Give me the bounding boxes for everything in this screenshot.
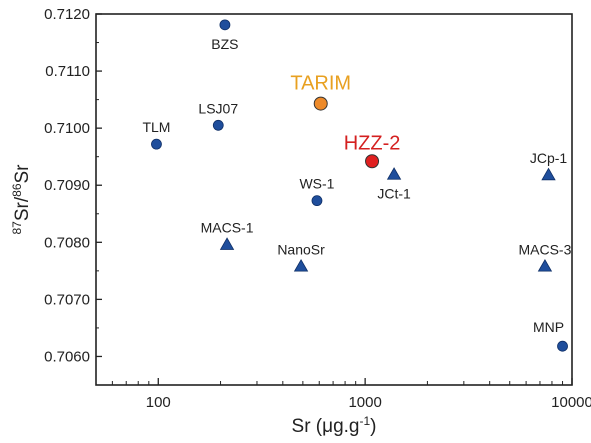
point-label: LSJ07 xyxy=(198,100,238,116)
point-jcp-1: JCp-1 xyxy=(530,150,568,181)
triangle-marker xyxy=(219,237,235,250)
circle-marker xyxy=(557,340,568,352)
x-axis-label: Sr (μg.g-1) xyxy=(292,414,377,437)
plot-area-frame xyxy=(95,13,573,386)
x-tick-label: 100 xyxy=(146,394,171,411)
y-tick-label: 0.7060 xyxy=(44,348,90,365)
point-mnp: MNP xyxy=(533,319,568,352)
y-tick-label: 0.7080 xyxy=(44,234,90,251)
point-bzs: BZS xyxy=(211,19,239,52)
y-tick-label: 0.7100 xyxy=(44,120,90,137)
x-axis-ticks: 100 1000 10000 xyxy=(111,378,591,411)
circle-marker xyxy=(311,195,323,207)
point-label: JCt-1 xyxy=(377,185,411,201)
data-points: BZS LSJ07 TLM WS-1 MNP TARIM HZZ-2 JCt-1 JCp-1 MA… xyxy=(142,19,572,352)
circle-marker-large xyxy=(365,154,380,169)
point-hzz-2: HZZ-2 xyxy=(344,132,401,169)
point-label: MNP xyxy=(533,319,564,335)
point-label: WS-1 xyxy=(299,176,334,192)
point-jct-1: JCt-1 xyxy=(377,167,411,201)
point-label: TARIM xyxy=(290,73,351,95)
x-tick-label: 10000 xyxy=(551,394,591,411)
point-label: TLM xyxy=(142,119,170,135)
y-tick-label: 0.7120 xyxy=(44,6,90,23)
triangle-marker xyxy=(293,258,309,272)
point-label: NanoSr xyxy=(277,241,325,257)
point-lsj07: LSJ07 xyxy=(198,100,238,131)
y-axis-label: 87Sr/86Sr xyxy=(10,164,33,235)
point-label: MACS-1 xyxy=(201,220,254,236)
y-tick-label: 0.7110 xyxy=(45,63,90,80)
x-tick-label: 1000 xyxy=(348,394,381,411)
point-label: MACS-3 xyxy=(518,241,571,257)
point-label: JCp-1 xyxy=(530,150,568,166)
triangle-marker xyxy=(537,258,553,272)
circle-marker xyxy=(151,138,162,150)
point-label: HZZ-2 xyxy=(344,132,401,154)
y-axis-ticks: 0.7060 0.7070 0.7080 0.7090 0.7100 0.7110 0.71… xyxy=(44,6,102,386)
point-macs-1: MACS-1 xyxy=(201,220,254,250)
point-nanosr: NanoSr xyxy=(277,241,325,272)
circle-marker xyxy=(212,119,224,131)
circle-marker-large xyxy=(313,96,328,111)
point-label: BZS xyxy=(211,36,238,52)
circle-marker xyxy=(219,19,231,31)
triangle-marker xyxy=(541,167,556,181)
y-tick-label: 0.7090 xyxy=(44,177,90,194)
triangle-marker xyxy=(386,167,402,180)
y-tick-label: 0.7070 xyxy=(44,291,90,308)
point-tlm: TLM xyxy=(142,119,170,150)
point-ws-1: WS-1 xyxy=(299,176,335,207)
point-macs-3: MACS-3 xyxy=(518,241,572,272)
point-tarim: TARIM xyxy=(290,73,351,111)
